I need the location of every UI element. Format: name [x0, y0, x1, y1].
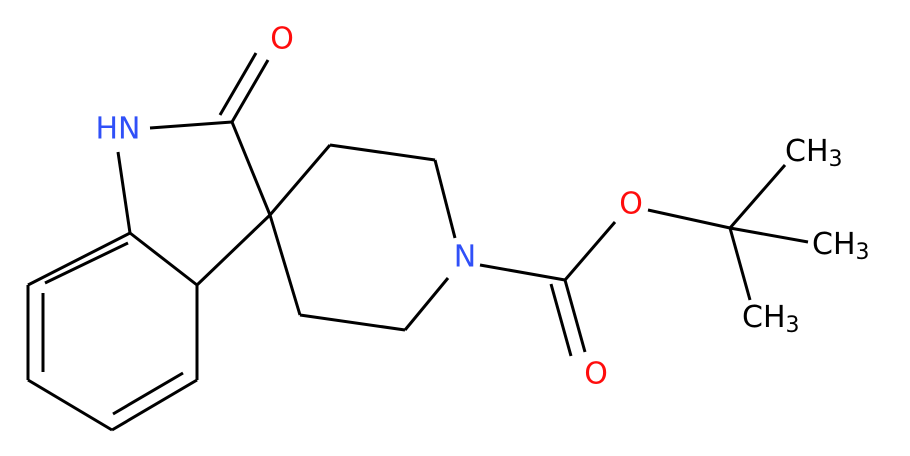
atom-text: CH: [785, 134, 829, 169]
atom-label: O: [619, 187, 643, 222]
atom-subscript: 3: [856, 240, 870, 265]
atom-text: CH: [742, 300, 786, 335]
bonds: [26, 52, 809, 432]
atom-label: O: [270, 22, 294, 57]
atom-label: O: [584, 357, 608, 392]
atom-label: CH3: [785, 134, 843, 173]
atom-label: N: [454, 240, 476, 275]
atom-label: HN: [96, 112, 141, 147]
atom-label: CH3: [742, 300, 800, 339]
atom-label: CH3: [812, 227, 870, 266]
atom-subscript: 3: [786, 313, 800, 338]
atom-subscript: 3: [829, 147, 843, 172]
atom-text: CH: [812, 227, 856, 262]
